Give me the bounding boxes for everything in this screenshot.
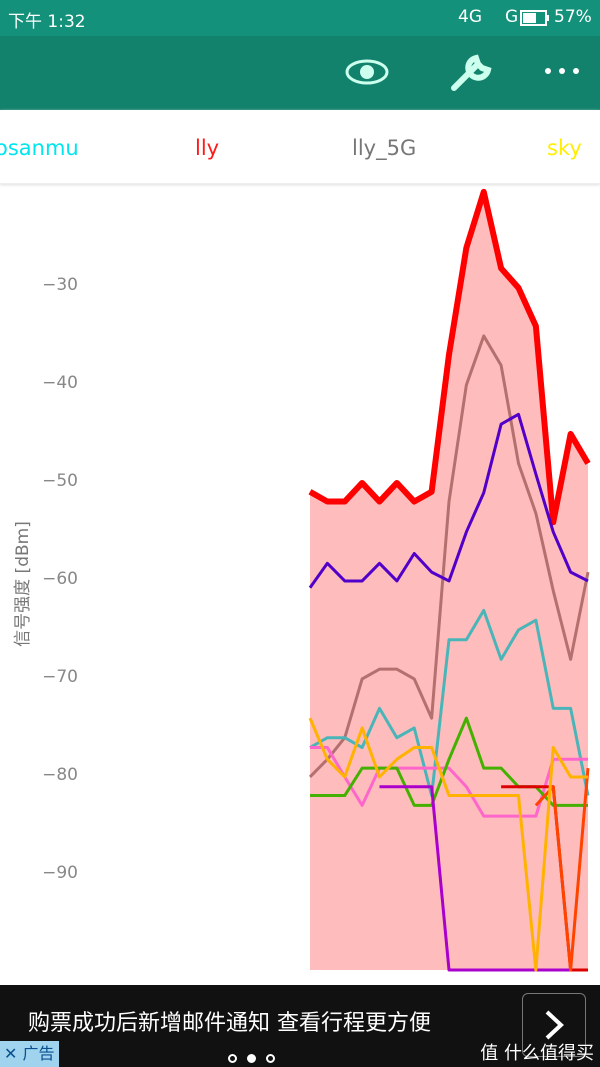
toolbar bbox=[0, 36, 600, 110]
y-axis-label: 信号强度 [dBm] bbox=[13, 521, 33, 647]
line bbox=[501, 785, 588, 972]
arrow-icon bbox=[545, 1010, 564, 1040]
line bbox=[308, 188, 591, 526]
line bbox=[310, 716, 588, 807]
line bbox=[534, 767, 590, 972]
footer: ✕ 广告 值 什么值得买 bbox=[0, 1041, 600, 1067]
tab-bar: osanmu lly lly_5G sky bbox=[0, 110, 600, 184]
menu-button[interactable] bbox=[544, 66, 584, 76]
tab[interactable]: sky bbox=[547, 136, 582, 160]
y-tick-label: −70 bbox=[42, 667, 78, 687]
y-tick-label: −90 bbox=[42, 863, 78, 883]
line bbox=[308, 412, 589, 589]
status-network2: G bbox=[505, 7, 519, 27]
status-time: 下午 1:32 bbox=[8, 12, 86, 32]
status-bar: 下午 1:32 4G G 57% bbox=[0, 0, 600, 36]
settings-button[interactable] bbox=[448, 50, 496, 94]
status-network: 4G bbox=[458, 7, 482, 27]
y-tick-label: −80 bbox=[42, 765, 78, 785]
watermark-text: 什么值得买 bbox=[504, 1043, 594, 1064]
status-battery: 57% bbox=[554, 7, 592, 27]
pager bbox=[228, 1048, 285, 1067]
y-tick-label: −50 bbox=[42, 471, 78, 491]
battery-icon bbox=[520, 10, 549, 26]
line bbox=[308, 717, 588, 972]
y-tick-label: −40 bbox=[42, 373, 78, 393]
line bbox=[308, 334, 590, 778]
line bbox=[379, 785, 588, 972]
ad-arrow-button[interactable] bbox=[522, 993, 586, 1057]
tab[interactable]: osanmu bbox=[0, 136, 79, 160]
tab[interactable]: lly bbox=[195, 136, 220, 160]
ad-label[interactable]: ✕ 广告 bbox=[0, 1041, 59, 1067]
ad-text: 购票成功后新增邮件通知 查看行程更方便 bbox=[28, 1011, 431, 1036]
chart: 信号强度 [dBm] −30 −40 −50 −60 −70 −80 −90 bbox=[13, 188, 591, 972]
y-tick-label: −60 bbox=[42, 569, 78, 589]
eye-button[interactable] bbox=[344, 56, 390, 88]
y-tick-label: −30 bbox=[42, 275, 78, 295]
ad-banner[interactable]: 购票成功后新增邮件通知 查看行程更方便 bbox=[0, 985, 600, 1067]
tab[interactable]: lly_5G bbox=[352, 136, 417, 160]
ad-label-text: 广告 bbox=[22, 1044, 55, 1063]
watermark: 值 什么值得买 bbox=[480, 1043, 594, 1064]
